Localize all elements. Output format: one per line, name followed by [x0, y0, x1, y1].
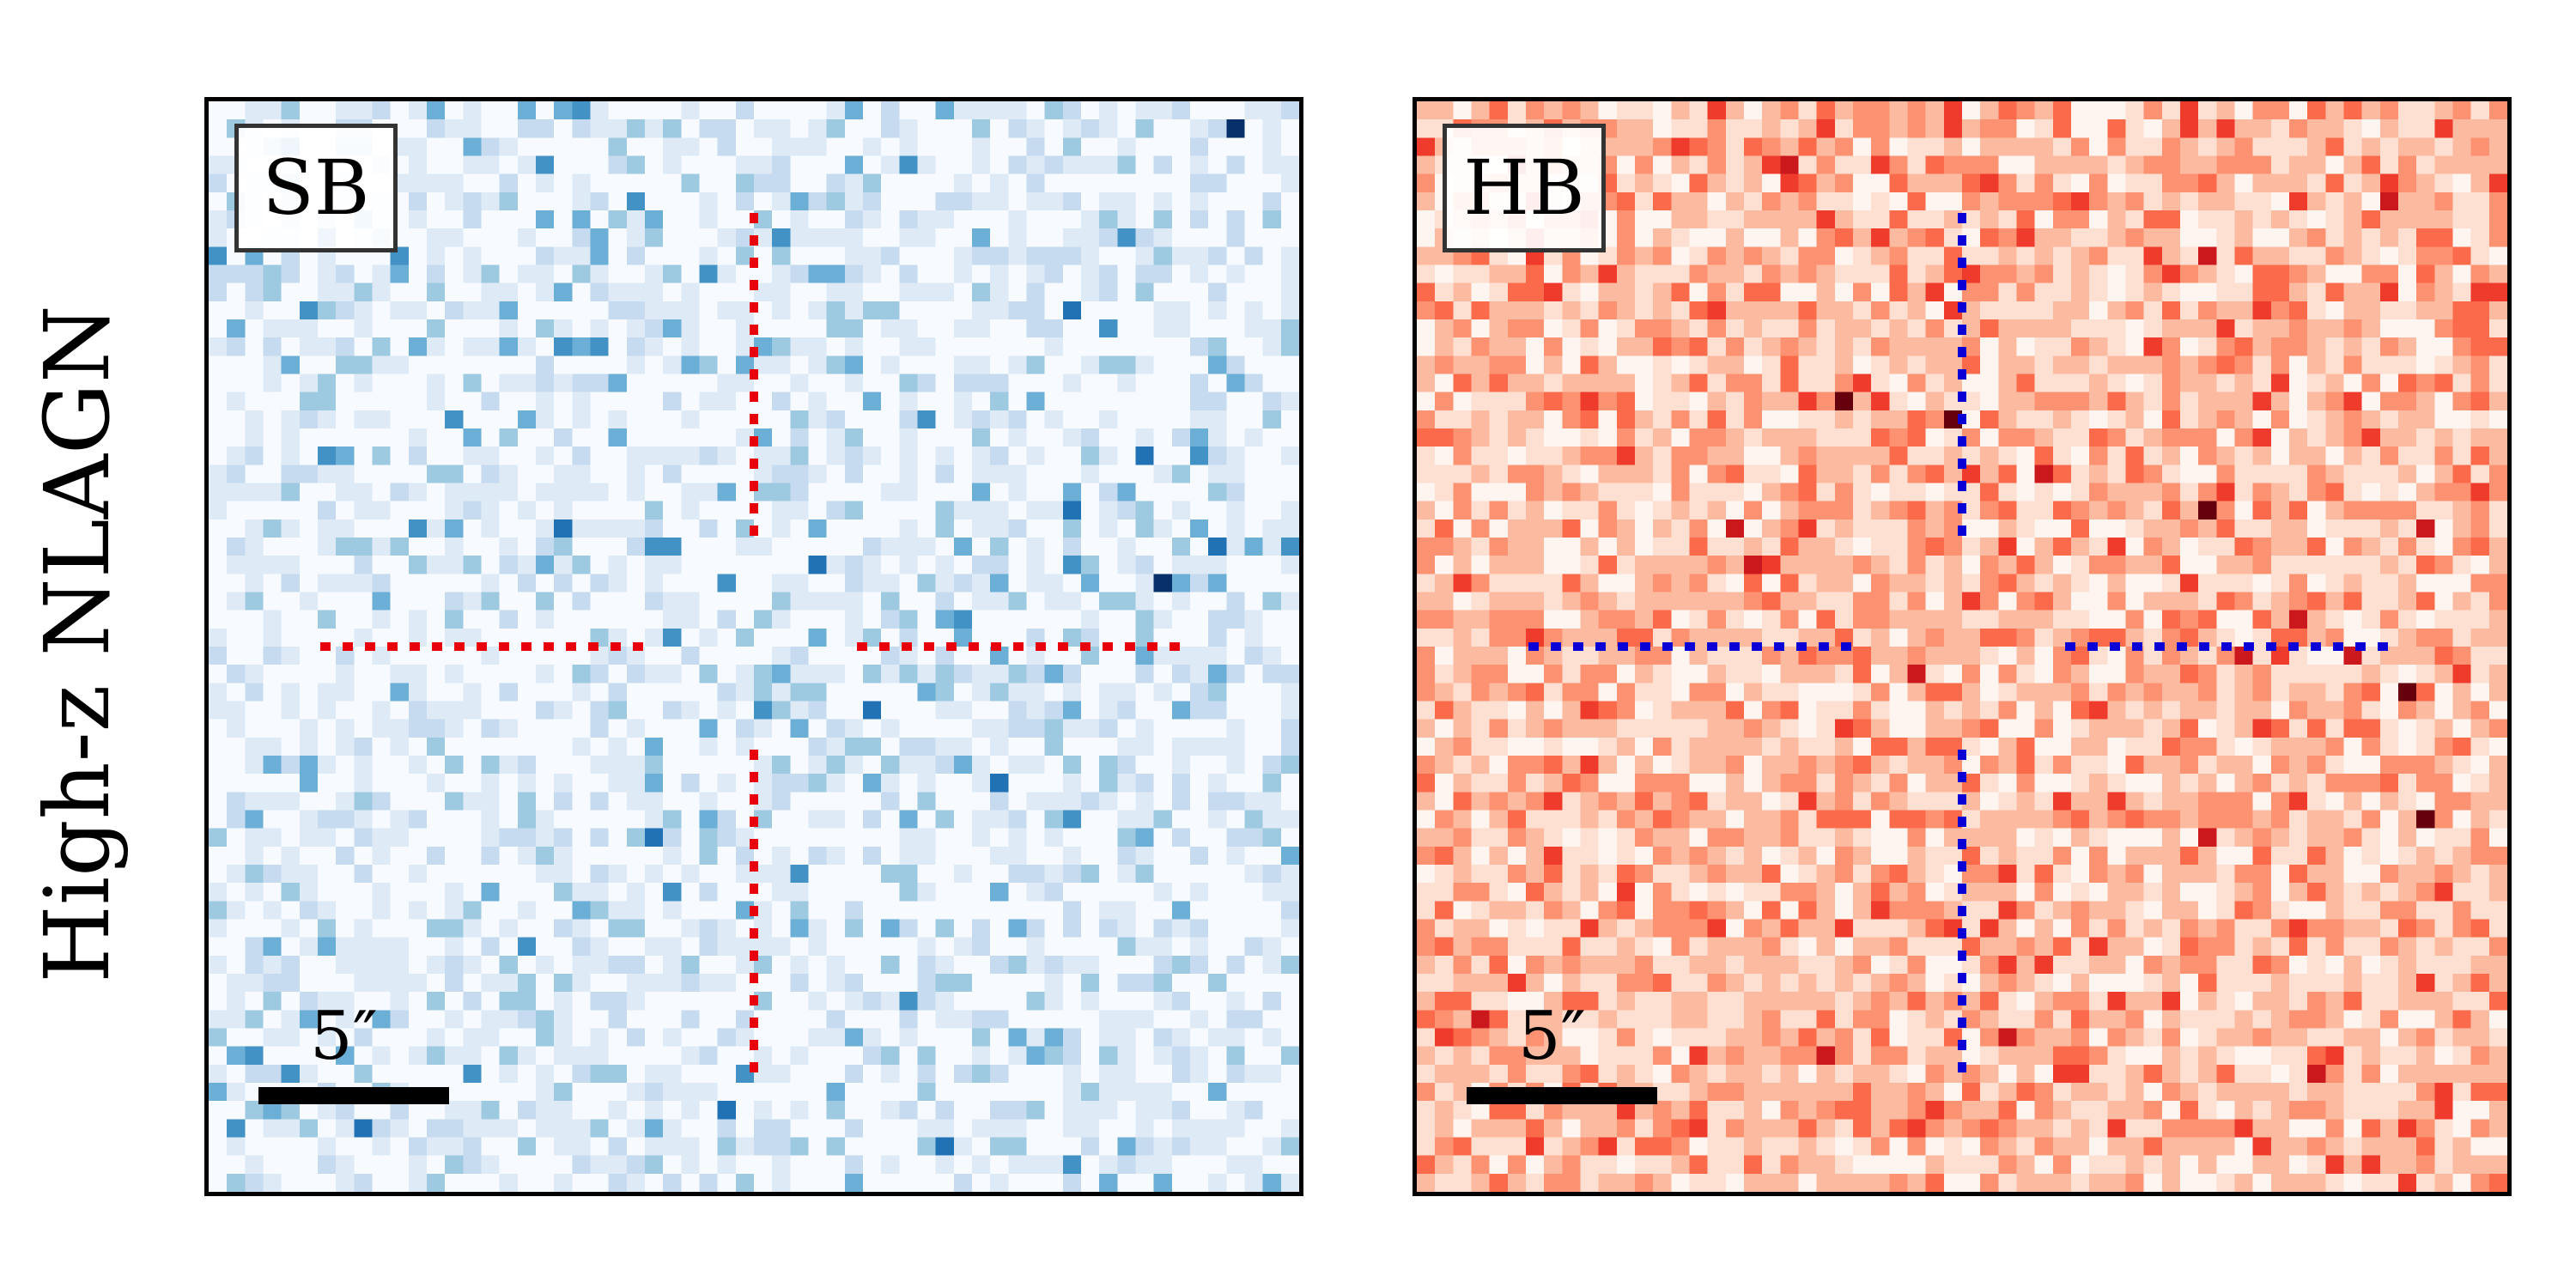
sb-label: SB [234, 124, 398, 252]
hb-label: HB [1443, 124, 1606, 252]
sb-scale-bar [258, 1087, 449, 1104]
sb-crosshair [320, 213, 1188, 1080]
hb-scale-bar [1467, 1087, 1657, 1104]
hb-panel: HB 5″ [1413, 97, 2512, 1196]
sb-panel: SB 5″ [204, 97, 1303, 1196]
hb-scale-label: 5″ [1518, 998, 1586, 1075]
row-label: High-z NLAGN [25, 305, 130, 983]
sb-scale-label: 5″ [310, 998, 378, 1075]
hb-crosshair [1528, 213, 2396, 1080]
